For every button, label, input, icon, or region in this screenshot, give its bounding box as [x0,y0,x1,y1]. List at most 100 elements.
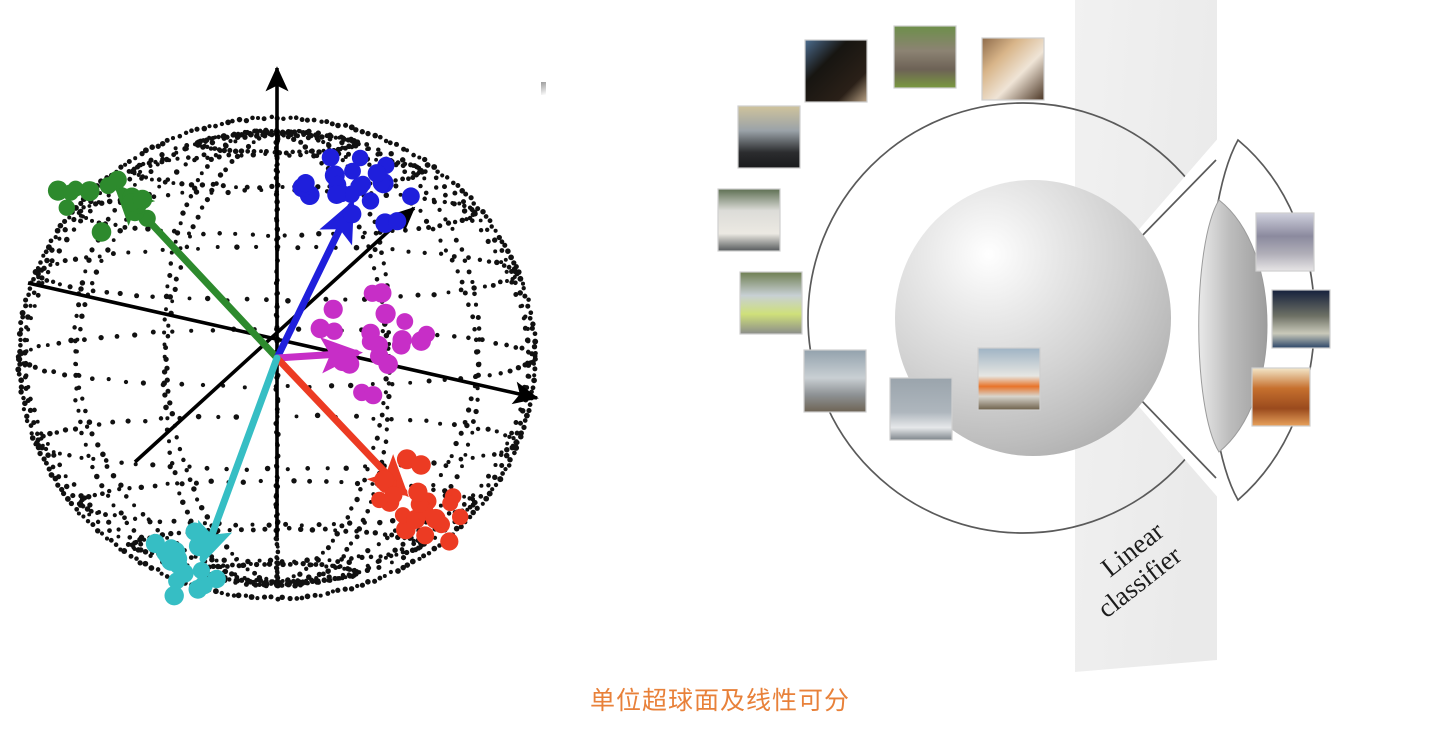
mesh-dot [193,480,199,486]
mesh-dot [497,279,503,285]
class-point [327,185,346,205]
mesh-dot [234,244,240,250]
mesh-dot [220,563,226,568]
mesh-dot [233,414,240,420]
mesh-dot [518,420,523,426]
class-point [374,470,395,491]
class-point [339,354,360,374]
mesh-dot [133,539,139,545]
mesh-dot [294,596,300,601]
mesh-dot [335,559,341,565]
mesh-dot [475,386,480,391]
axis-y [133,206,416,464]
mesh-dot [269,183,275,190]
mesh-dot [459,188,465,194]
mesh-dot [446,290,451,295]
mesh-dot [195,177,201,183]
mesh-dot [299,595,305,601]
mesh-dot [82,302,88,308]
mesh-dot [72,426,79,432]
mesh-dot [442,184,447,190]
mesh-dot [507,456,513,463]
mesh-dot [367,162,372,167]
thumb-car-dark [737,105,801,169]
mesh-dot [341,136,347,142]
mesh-dot [438,503,443,508]
mesh-dot [365,547,371,554]
mesh-dot [430,226,436,232]
mesh-dot [81,337,87,343]
class-point [344,162,361,180]
mesh-dot [499,248,505,253]
mesh-dot [89,376,95,382]
mesh-dot [21,407,26,412]
mesh-dot [291,478,297,484]
mesh-dot [450,200,455,206]
class-point [99,177,117,195]
mesh-dot [462,494,466,499]
mesh-dot [165,416,170,421]
mesh-dot [167,294,173,300]
mesh-dot [467,514,473,520]
mesh-dot [116,527,121,532]
mesh-dot [493,462,498,468]
mesh-dot [374,435,380,441]
class-point [378,354,398,375]
mesh-dot [233,231,238,236]
class-point [325,322,343,340]
mesh-dot [191,486,197,492]
mesh-dot [122,224,128,230]
mesh-dot [184,468,189,473]
mesh-dot [275,596,281,602]
mesh-dot [335,146,341,152]
class-point [350,177,369,196]
mesh-dot [215,245,220,249]
mesh-dot [137,536,143,543]
mesh-dot [284,130,290,135]
mesh-dot [258,478,263,484]
mesh-dot [249,132,254,137]
mesh-dot [459,279,465,285]
mesh-dot [207,135,212,140]
mesh-dot [521,286,526,291]
mesh-dot [372,530,378,536]
mesh-dot [383,192,390,199]
mesh-dot [92,201,99,207]
mesh-dot [187,296,192,301]
mesh-dot [285,383,290,389]
mesh-dot [358,487,363,492]
mesh-dot [155,143,161,149]
mesh-dot [167,400,173,406]
class-point [442,495,459,512]
mesh-dot [296,128,301,134]
mesh-dot [84,255,89,260]
mesh-dot [233,577,239,583]
mesh-dot [244,129,250,136]
mesh-dot [232,148,239,155]
mesh-dot [309,527,316,533]
mesh-dot [159,159,165,165]
mesh-dot [316,522,322,528]
mesh-dot [311,153,317,159]
mesh-dot [103,458,109,463]
mesh-dot [57,282,62,287]
mesh-dot [416,226,422,232]
mesh-dot [402,169,408,175]
mesh-dot [400,564,406,571]
mesh-dot [511,260,517,266]
mesh-dot [244,184,250,190]
mesh-dot [164,137,170,143]
mesh-dot [18,384,25,390]
mesh-dot [466,269,472,275]
mesh-dot [180,210,186,216]
mesh-dot [345,515,351,520]
mesh-dot [127,486,132,491]
mesh-dot [27,286,33,291]
mesh-dot [73,398,78,403]
mesh-dot [159,571,164,576]
mesh-dot [354,480,361,487]
class-mean-arrow [273,354,409,498]
mesh-dot [135,547,142,553]
mesh-dot [505,279,509,283]
slide-caption: 单位超球面及线性可分 [589,687,850,715]
